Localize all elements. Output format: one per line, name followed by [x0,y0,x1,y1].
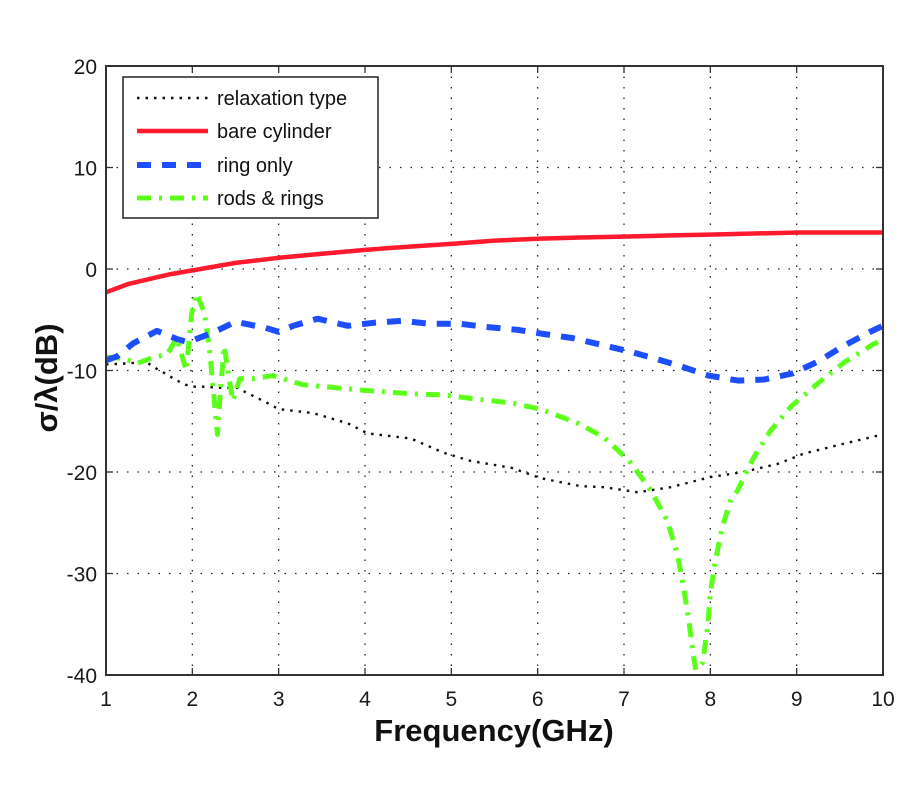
y-axis-title: σ/λ(dB) [29,323,64,432]
y-tick-label: -40 [67,665,97,688]
x-tick-label: 8 [704,688,716,711]
y-tick-label: 20 [74,56,97,79]
series-line-relaxation-type [105,361,884,494]
x-tick-label: 4 [359,688,371,711]
legend-box [122,76,379,219]
series-line-bare-cylinder [105,230,883,295]
x-tick-label: 6 [532,688,544,711]
x-axis-ticks: 1 2 3 4 5 6 7 8 9 10 [100,66,895,711]
series-line-ring-only [104,315,885,384]
x-tick-label: 2 [186,688,198,711]
y-tick-label: 0 [85,259,97,282]
y-axis-ticks: 20 10 0 -10 -20 -30 -40 [67,56,883,688]
x-axis-title: Frequency(GHz) [374,713,613,748]
legend-label: relaxation type [217,88,347,110]
x-tick-label: 10 [871,688,894,711]
x-tick-label: 5 [445,688,457,711]
grid-lines [106,66,883,675]
legend: relaxation type bare cylinder ring only rod… [122,76,379,219]
y-tick-label: -10 [67,361,97,384]
legend-label: bare cylinder [217,121,332,143]
series-lines [104,230,885,673]
x-tick-label: 1 [100,688,112,711]
y-tick-label: -20 [67,462,97,485]
x-tick-label: 9 [791,688,803,711]
y-tick-label: -30 [67,564,97,587]
legend-label: ring only [217,155,293,177]
series-line-rods-rings [105,290,884,673]
y-tick-label: 10 [74,158,97,181]
x-tick-label: 3 [273,688,285,711]
x-tick-label: 7 [618,688,630,711]
legend-label: rods & rings [217,188,324,210]
